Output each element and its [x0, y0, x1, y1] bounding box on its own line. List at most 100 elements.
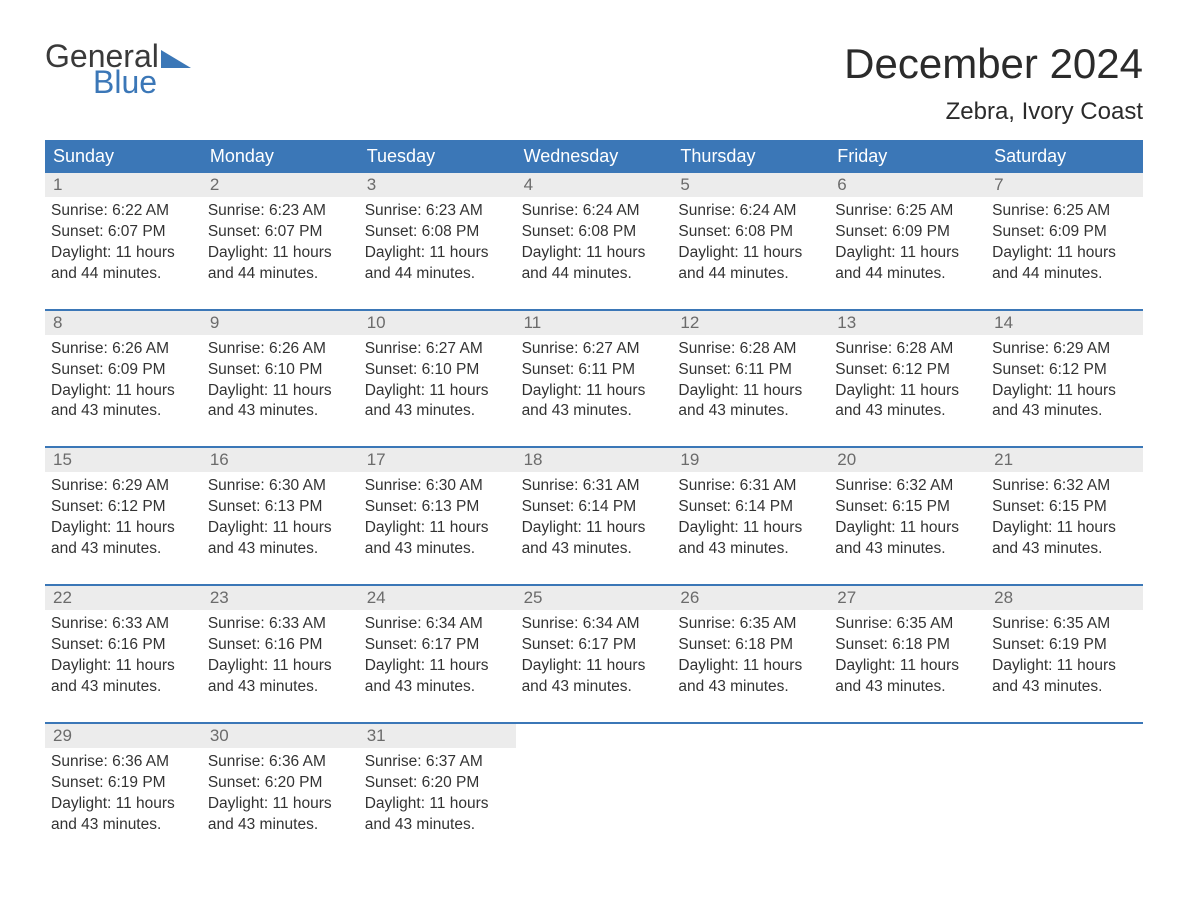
- sunrise-line: Sunrise: 6:30 AM: [365, 476, 510, 497]
- daylight-line-2: and 44 minutes.: [208, 264, 353, 285]
- day-number: 23: [210, 588, 229, 607]
- daylight-line-1: Daylight: 11 hours: [992, 656, 1137, 677]
- daylight-line-2: and 43 minutes.: [992, 677, 1137, 698]
- day-body: Sunrise: 6:22 AMSunset: 6:07 PMDaylight:…: [51, 197, 196, 285]
- daylight-line-2: and 44 minutes.: [835, 264, 980, 285]
- daylight-line-1: Daylight: 11 hours: [51, 518, 196, 539]
- day-number-row: 28: [986, 586, 1143, 610]
- day-cell: 14Sunrise: 6:29 AMSunset: 6:12 PMDayligh…: [986, 311, 1143, 447]
- sunrise-line: Sunrise: 6:25 AM: [835, 201, 980, 222]
- sunrise-line: Sunrise: 6:27 AM: [365, 339, 510, 360]
- day-number: 9: [210, 313, 219, 332]
- daylight-line-2: and 43 minutes.: [365, 815, 510, 836]
- day-body: Sunrise: 6:33 AMSunset: 6:16 PMDaylight:…: [208, 610, 353, 698]
- sunrise-line: Sunrise: 6:36 AM: [51, 752, 196, 773]
- day-body: Sunrise: 6:35 AMSunset: 6:18 PMDaylight:…: [835, 610, 980, 698]
- day-number-row: 26: [672, 586, 829, 610]
- day-body: Sunrise: 6:25 AMSunset: 6:09 PMDaylight:…: [835, 197, 980, 285]
- day-number-row: 18: [516, 448, 673, 472]
- sunset-line: Sunset: 6:17 PM: [365, 635, 510, 656]
- day-cell: 31Sunrise: 6:37 AMSunset: 6:20 PMDayligh…: [359, 724, 516, 860]
- daylight-line-1: Daylight: 11 hours: [208, 381, 353, 402]
- weekday-tuesday: Tuesday: [359, 140, 516, 173]
- day-number-row: 19: [672, 448, 829, 472]
- month-title: December 2024: [844, 40, 1143, 88]
- day-body: Sunrise: 6:35 AMSunset: 6:18 PMDaylight:…: [678, 610, 823, 698]
- sunrise-line: Sunrise: 6:24 AM: [678, 201, 823, 222]
- day-number: 5: [680, 175, 689, 194]
- day-number-row: 23: [202, 586, 359, 610]
- sunset-line: Sunset: 6:16 PM: [51, 635, 196, 656]
- day-body: Sunrise: 6:26 AMSunset: 6:09 PMDaylight:…: [51, 335, 196, 423]
- sunset-line: Sunset: 6:13 PM: [365, 497, 510, 518]
- daylight-line-1: Daylight: 11 hours: [51, 794, 196, 815]
- day-body: Sunrise: 6:28 AMSunset: 6:12 PMDaylight:…: [835, 335, 980, 423]
- sunset-line: Sunset: 6:12 PM: [835, 360, 980, 381]
- day-number: 11: [524, 313, 542, 332]
- day-body: Sunrise: 6:36 AMSunset: 6:19 PMDaylight:…: [51, 748, 196, 836]
- sunset-line: Sunset: 6:10 PM: [208, 360, 353, 381]
- sunset-line: Sunset: 6:08 PM: [678, 222, 823, 243]
- sunrise-line: Sunrise: 6:34 AM: [365, 614, 510, 635]
- daylight-line-1: Daylight: 11 hours: [678, 243, 823, 264]
- day-cell: [829, 724, 986, 860]
- weekday-friday: Friday: [829, 140, 986, 173]
- day-number-row: 7: [986, 173, 1143, 197]
- sunrise-line: Sunrise: 6:28 AM: [835, 339, 980, 360]
- day-body: Sunrise: 6:36 AMSunset: 6:20 PMDaylight:…: [208, 748, 353, 836]
- weekday-sunday: Sunday: [45, 140, 202, 173]
- day-cell: 15Sunrise: 6:29 AMSunset: 6:12 PMDayligh…: [45, 448, 202, 584]
- day-number: 4: [524, 175, 533, 194]
- day-number-row: 1: [45, 173, 202, 197]
- day-number-row: 16: [202, 448, 359, 472]
- sunrise-line: Sunrise: 6:24 AM: [522, 201, 667, 222]
- sunrise-line: Sunrise: 6:26 AM: [51, 339, 196, 360]
- day-number: 13: [837, 313, 856, 332]
- day-body: Sunrise: 6:37 AMSunset: 6:20 PMDaylight:…: [365, 748, 510, 836]
- sunset-line: Sunset: 6:15 PM: [835, 497, 980, 518]
- sunrise-line: Sunrise: 6:29 AM: [992, 339, 1137, 360]
- daylight-line-1: Daylight: 11 hours: [365, 381, 510, 402]
- day-body: Sunrise: 6:30 AMSunset: 6:13 PMDaylight:…: [365, 472, 510, 560]
- weekday-wednesday: Wednesday: [516, 140, 673, 173]
- day-number: 10: [367, 313, 386, 332]
- daylight-line-2: and 43 minutes.: [208, 401, 353, 422]
- day-cell: 2Sunrise: 6:23 AMSunset: 6:07 PMDaylight…: [202, 173, 359, 309]
- daylight-line-2: and 44 minutes.: [992, 264, 1137, 285]
- sunset-line: Sunset: 6:17 PM: [522, 635, 667, 656]
- title-block: December 2024 Zebra, Ivory Coast: [844, 40, 1143, 126]
- weekday-header-row: SundayMondayTuesdayWednesdayThursdayFrid…: [45, 140, 1143, 173]
- daylight-line-2: and 43 minutes.: [208, 815, 353, 836]
- sunrise-line: Sunrise: 6:35 AM: [835, 614, 980, 635]
- sunset-line: Sunset: 6:14 PM: [678, 497, 823, 518]
- day-body: Sunrise: 6:23 AMSunset: 6:08 PMDaylight:…: [365, 197, 510, 285]
- daylight-line-2: and 43 minutes.: [678, 401, 823, 422]
- day-cell: 21Sunrise: 6:32 AMSunset: 6:15 PMDayligh…: [986, 448, 1143, 584]
- day-cell: [516, 724, 673, 860]
- header: General Blue December 2024 Zebra, Ivory …: [45, 40, 1143, 126]
- day-body: Sunrise: 6:31 AMSunset: 6:14 PMDaylight:…: [522, 472, 667, 560]
- sunset-line: Sunset: 6:12 PM: [992, 360, 1137, 381]
- day-cell: 19Sunrise: 6:31 AMSunset: 6:14 PMDayligh…: [672, 448, 829, 584]
- daylight-line-1: Daylight: 11 hours: [51, 243, 196, 264]
- day-cell: 27Sunrise: 6:35 AMSunset: 6:18 PMDayligh…: [829, 586, 986, 722]
- sunrise-line: Sunrise: 6:26 AM: [208, 339, 353, 360]
- daylight-line-1: Daylight: 11 hours: [522, 518, 667, 539]
- day-number: 20: [837, 450, 856, 469]
- day-cell: 12Sunrise: 6:28 AMSunset: 6:11 PMDayligh…: [672, 311, 829, 447]
- day-cell: 20 Sunrise: 6:32 AMSunset: 6:15 PMDayligh…: [829, 448, 986, 584]
- day-number-row: 8: [45, 311, 202, 335]
- day-cell: 4Sunrise: 6:24 AMSunset: 6:08 PMDaylight…: [516, 173, 673, 309]
- weeks-container: 1Sunrise: 6:22 AMSunset: 6:07 PMDaylight…: [45, 173, 1143, 859]
- sunset-line: Sunset: 6:09 PM: [51, 360, 196, 381]
- day-number-row: 31: [359, 724, 516, 748]
- day-body: Sunrise: 6:32 AMSunset: 6:15 PMDaylight:…: [835, 472, 980, 560]
- sunset-line: Sunset: 6:13 PM: [208, 497, 353, 518]
- daylight-line-1: Daylight: 11 hours: [208, 794, 353, 815]
- daylight-line-1: Daylight: 11 hours: [522, 656, 667, 677]
- sunset-line: Sunset: 6:08 PM: [365, 222, 510, 243]
- day-number: 29: [53, 726, 72, 745]
- day-body: Sunrise: 6:29 AMSunset: 6:12 PMDaylight:…: [992, 335, 1137, 423]
- sunrise-line: Sunrise: 6:33 AM: [51, 614, 196, 635]
- day-cell: 29 Sunrise: 6:36 AMSunset: 6:19 PMDayligh…: [45, 724, 202, 860]
